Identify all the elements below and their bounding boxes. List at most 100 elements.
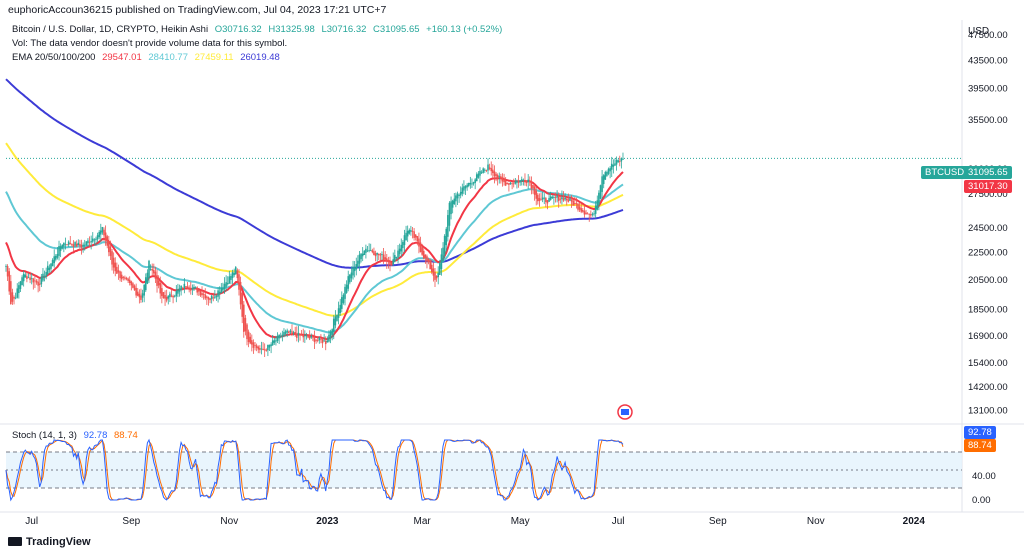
candle-body bbox=[430, 264, 433, 273]
candle-body bbox=[488, 167, 491, 169]
candle-body bbox=[53, 256, 56, 264]
candle-body bbox=[91, 238, 94, 242]
candle-body bbox=[371, 250, 374, 253]
candle-body bbox=[98, 231, 100, 238]
candle-body bbox=[535, 190, 538, 199]
candle-body bbox=[169, 293, 171, 298]
candle-body bbox=[297, 332, 300, 336]
candle-body bbox=[233, 272, 235, 276]
candle-body bbox=[207, 297, 210, 300]
candle-body bbox=[485, 170, 488, 171]
candle-body bbox=[312, 336, 314, 338]
candle-body bbox=[116, 266, 118, 274]
candle-body bbox=[578, 206, 581, 210]
candle-body bbox=[464, 186, 467, 189]
candle-body bbox=[48, 267, 51, 271]
candle-body bbox=[138, 293, 141, 298]
candle-body bbox=[217, 290, 219, 297]
candle-body bbox=[249, 336, 252, 344]
candle-body bbox=[385, 258, 388, 262]
candle-body bbox=[353, 267, 356, 272]
candle-body bbox=[442, 247, 444, 262]
candle-body bbox=[141, 293, 144, 298]
candle-body bbox=[228, 276, 231, 284]
candle-body bbox=[8, 271, 11, 292]
tradingview-logo[interactable]: TradingView bbox=[8, 536, 91, 548]
stoch-axis-tick: 40.00 bbox=[972, 471, 996, 482]
candle-body bbox=[143, 284, 145, 296]
candle-body bbox=[345, 284, 348, 293]
ema-legend[interactable]: EMA 20/50/100/200 29547.01 28410.77 2745… bbox=[12, 52, 284, 63]
stoch-legend[interactable]: Stoch (14, 1, 3) 92.78 88.74 bbox=[12, 430, 142, 441]
candle-body bbox=[151, 269, 154, 271]
price-axis-tick: 35500.00 bbox=[968, 115, 1008, 126]
time-axis-tick: Sep bbox=[122, 516, 140, 527]
candle-body bbox=[149, 269, 152, 270]
candle-body bbox=[451, 200, 454, 208]
candle-body bbox=[501, 177, 504, 182]
candle-body bbox=[593, 213, 595, 215]
candle-body bbox=[453, 198, 456, 205]
stoch-band bbox=[6, 452, 962, 488]
candle-body bbox=[434, 272, 436, 280]
candle-body bbox=[125, 278, 128, 280]
candle-body bbox=[5, 266, 7, 267]
candle-body bbox=[573, 203, 576, 204]
candle-body bbox=[201, 293, 203, 296]
candle-body bbox=[246, 324, 248, 340]
candle-body bbox=[218, 291, 221, 294]
candle-body bbox=[389, 260, 391, 265]
tv-logo-icon bbox=[8, 537, 22, 546]
candle-body bbox=[156, 275, 158, 286]
candle-body bbox=[215, 296, 218, 298]
ema50-value: 28410.77 bbox=[148, 52, 188, 63]
candle-body bbox=[90, 241, 92, 243]
candle-body bbox=[390, 262, 393, 266]
price-axis-tick: 16900.00 bbox=[968, 331, 1008, 342]
candle-body bbox=[498, 175, 501, 177]
candle-body bbox=[429, 260, 431, 270]
candle-body bbox=[132, 283, 134, 288]
candle-body bbox=[157, 280, 160, 286]
candle-body bbox=[516, 180, 518, 183]
candle-body bbox=[63, 242, 65, 247]
candle-body bbox=[210, 295, 213, 300]
candle-body bbox=[316, 340, 319, 341]
candle-body bbox=[255, 345, 258, 348]
candle-body bbox=[580, 208, 583, 212]
candle-body bbox=[242, 304, 245, 332]
candle-body bbox=[271, 340, 274, 346]
candle-body bbox=[173, 295, 176, 297]
price-axis-tick: 27500.00 bbox=[968, 189, 1008, 200]
candle-body bbox=[296, 333, 298, 338]
price-axis-tick: 13100.00 bbox=[968, 405, 1008, 416]
candle-body bbox=[244, 317, 247, 332]
candle-body bbox=[85, 241, 88, 246]
candle-body bbox=[447, 215, 449, 237]
candle-body bbox=[484, 169, 486, 171]
candle-body bbox=[416, 236, 419, 242]
candle-body bbox=[424, 254, 427, 258]
candle-body bbox=[329, 331, 332, 339]
candle-body bbox=[135, 287, 137, 296]
candle-body bbox=[29, 277, 31, 280]
candle-body bbox=[239, 281, 242, 305]
candle-body bbox=[287, 331, 290, 333]
candle-body bbox=[111, 251, 113, 265]
event-flag-icon bbox=[620, 409, 629, 415]
ema20-line bbox=[5, 171, 624, 341]
candle-body bbox=[71, 243, 73, 245]
stoch-d-badge: 88.74 bbox=[964, 439, 996, 452]
candle-body bbox=[265, 349, 268, 351]
candle-body bbox=[588, 213, 591, 215]
candle-body bbox=[223, 283, 226, 290]
candle-body bbox=[283, 332, 285, 336]
stoch-k-line bbox=[5, 438, 624, 502]
ema200-value: 26019.48 bbox=[240, 52, 280, 63]
candle-body bbox=[74, 242, 76, 246]
candle-body bbox=[77, 242, 80, 246]
candle-body bbox=[387, 259, 390, 262]
candle-body bbox=[557, 196, 560, 201]
candle-body bbox=[596, 200, 599, 210]
